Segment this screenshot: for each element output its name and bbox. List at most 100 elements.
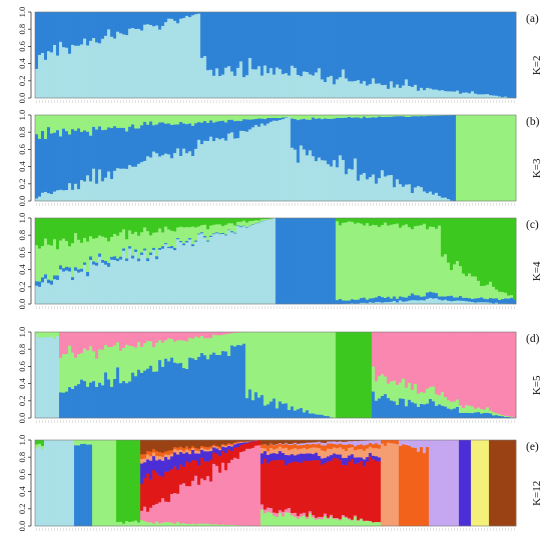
bar-segment	[404, 224, 409, 298]
bar-segment	[35, 12, 39, 69]
bar-segment	[335, 444, 339, 449]
bar-segment	[155, 232, 159, 257]
bar-segment	[98, 12, 102, 44]
bar-segment	[287, 116, 291, 202]
bar-segment	[206, 70, 210, 99]
bar-segment	[119, 127, 123, 169]
bar-segment	[197, 234, 201, 305]
bar-segment	[113, 256, 117, 261]
bar-segment	[353, 115, 358, 118]
bar-segment	[401, 85, 406, 99]
bar-segment	[287, 455, 291, 464]
bar-segment	[374, 381, 379, 401]
bar-segment	[251, 220, 255, 225]
bar-segment	[197, 440, 201, 449]
bar-segment	[128, 12, 132, 29]
bar-segment	[332, 447, 336, 454]
bar-segment	[326, 461, 330, 518]
bar-segment	[323, 457, 327, 464]
bar-segment	[491, 411, 496, 416]
bar-segment	[413, 440, 418, 448]
bar-segment	[206, 140, 210, 202]
bar-segment	[269, 453, 273, 462]
bar-segment	[497, 415, 502, 419]
bar-segment	[437, 90, 442, 99]
bar-segment	[236, 440, 240, 442]
bar-segment	[476, 297, 481, 303]
bar-segment	[137, 258, 141, 262]
bar-segment	[86, 271, 90, 277]
bar-segment	[80, 44, 84, 99]
bar-segment	[155, 521, 159, 527]
bar-segment	[122, 248, 126, 251]
bar-segment	[431, 115, 436, 116]
bar-segment	[89, 181, 93, 202]
bar-segment	[392, 115, 397, 117]
bar-segment	[326, 415, 330, 419]
bar-segment	[311, 453, 315, 461]
bar-segment	[383, 12, 388, 85]
bar-segment	[449, 301, 454, 305]
bar-segment	[218, 75, 222, 99]
bar-segment	[119, 440, 123, 522]
bar-segment	[350, 447, 355, 455]
bar-segment	[365, 299, 370, 304]
bar-segment	[317, 12, 321, 69]
bar-segment	[110, 256, 114, 260]
bar-segment	[428, 332, 433, 387]
bar-segment	[116, 167, 120, 202]
bar-segment	[116, 115, 120, 129]
bar-segment	[122, 115, 126, 128]
bar-segment	[344, 173, 348, 202]
bar-segment	[230, 218, 234, 224]
bar-segment	[389, 81, 394, 99]
bar-segment	[299, 75, 303, 99]
bar-segment	[458, 440, 463, 527]
bar-segment	[44, 138, 48, 192]
bar-segment	[344, 222, 348, 301]
bar-segment	[50, 193, 54, 202]
bar-segment	[377, 12, 382, 84]
bar-segment	[185, 242, 189, 305]
bar-segment	[86, 350, 90, 387]
bar-segment	[35, 285, 39, 305]
bar-segment	[71, 352, 75, 389]
bar-segment	[89, 235, 93, 257]
bar-segment	[299, 453, 303, 463]
bar-segment	[98, 253, 102, 257]
bar-segment	[221, 350, 225, 419]
bar-segment	[107, 440, 111, 527]
bar-segment	[440, 296, 445, 301]
bar-segment	[431, 292, 436, 299]
bar-segment	[389, 218, 394, 225]
bar-segment	[227, 223, 231, 230]
bar-segment	[314, 414, 318, 419]
bar-segment	[206, 475, 210, 524]
bar-segment	[455, 332, 460, 400]
bar-segment	[374, 447, 379, 457]
bar-segment	[197, 218, 201, 227]
y-tick-label: 0.4	[17, 486, 27, 497]
bar-segment	[131, 332, 135, 347]
bar-segment	[290, 118, 294, 148]
bar-segment	[233, 332, 237, 347]
bar-segment	[260, 12, 264, 76]
bar-segment	[347, 461, 352, 519]
bar-segment	[263, 405, 267, 419]
bar-segment	[104, 237, 108, 261]
bar-segment	[335, 221, 339, 301]
bar-segment	[224, 224, 228, 235]
bar-segment	[407, 116, 412, 185]
bar-segment	[368, 452, 373, 457]
bar-segment	[443, 296, 448, 300]
bar-segment	[398, 300, 403, 305]
bar-segment	[110, 178, 114, 202]
bar-segment	[62, 392, 66, 419]
bar-segment	[407, 226, 412, 296]
bar-segment	[200, 478, 204, 524]
bar-segment	[188, 357, 192, 419]
bar-segment	[116, 12, 120, 32]
bar-segment	[413, 383, 418, 404]
bar-segment	[224, 12, 228, 68]
bar-segment	[326, 76, 330, 99]
